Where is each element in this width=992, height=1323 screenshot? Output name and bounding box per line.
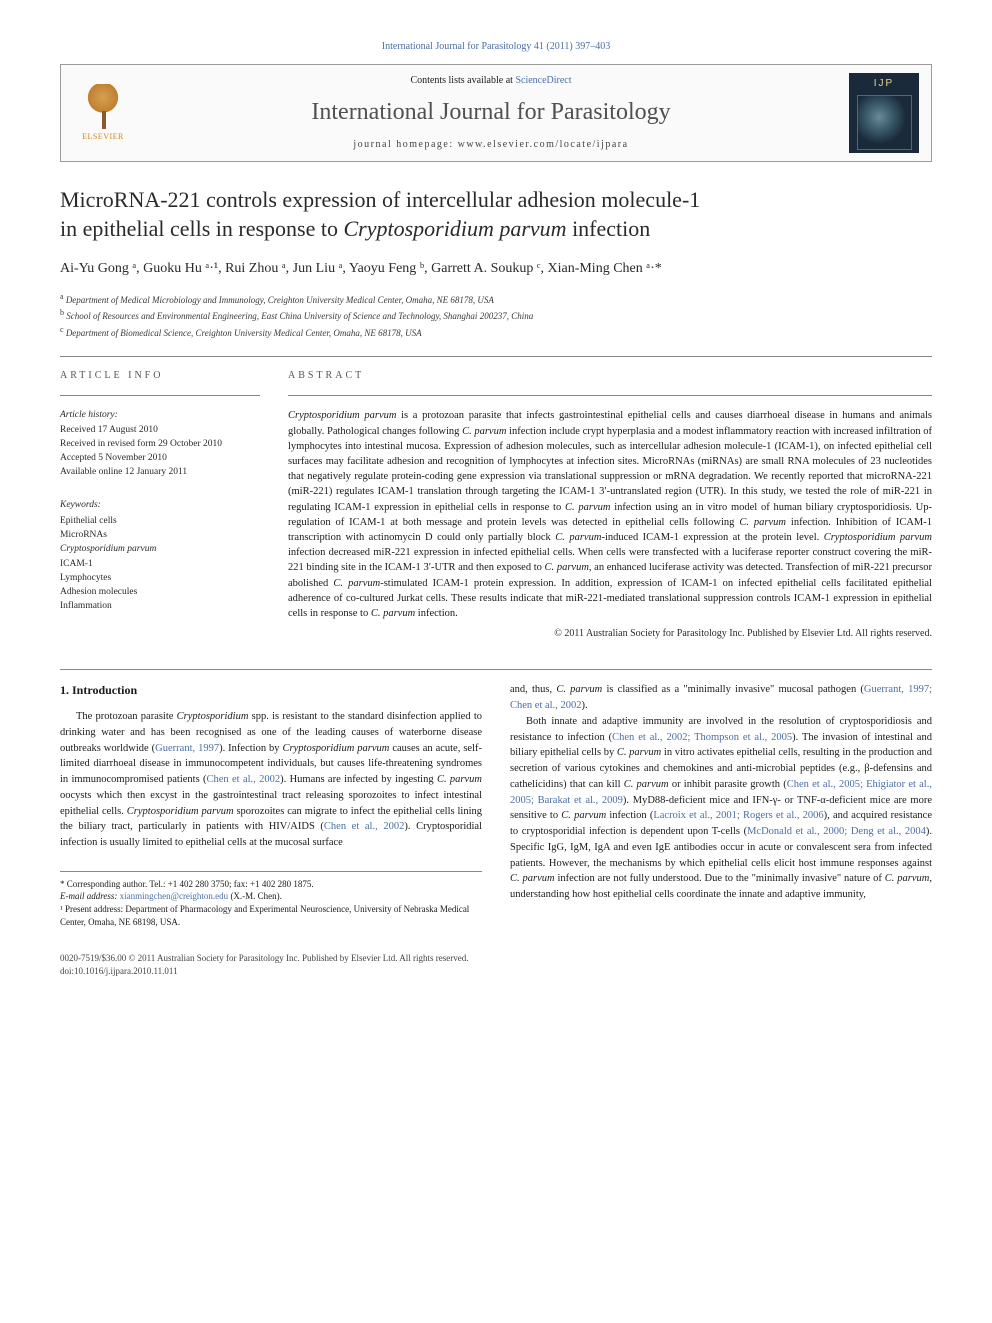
title-line2-italic: Cryptosporidium parvum bbox=[344, 216, 567, 241]
keywords: Keywords: Epithelial cellsMicroRNAsCrypt… bbox=[60, 498, 260, 614]
intro-heading: 1. Introduction bbox=[60, 682, 482, 699]
intro-para2b: Both innate and adaptive immunity are in… bbox=[510, 714, 932, 903]
title-line2-post: infection bbox=[567, 216, 651, 241]
intro-para2a: and, thus, C. parvum is classified as a … bbox=[510, 682, 932, 714]
ijp-label: IJP bbox=[874, 73, 894, 91]
doi-line: doi:10.1016/j.ijpara.2010.11.011 bbox=[60, 965, 932, 978]
keywords-label: Keywords: bbox=[60, 498, 260, 512]
abstract-copyright: © 2011 Australian Society for Parasitolo… bbox=[288, 627, 932, 641]
info-divider bbox=[60, 395, 260, 396]
present-address-footnote: ¹ Present address: Department of Pharmac… bbox=[60, 903, 482, 928]
elsevier-logo: ELSEVIER bbox=[73, 78, 133, 148]
intro-para1: The protozoan parasite Cryptosporidium s… bbox=[60, 709, 482, 851]
elsevier-label: ELSEVIER bbox=[82, 131, 124, 142]
article-history: Article history: Received 17 August 2010… bbox=[60, 408, 260, 479]
ijp-cover-logo: IJP bbox=[849, 73, 919, 153]
article-title: MicroRNA-221 controls expression of inte… bbox=[60, 186, 932, 243]
history-label: Article history: bbox=[60, 410, 118, 420]
abstract-label: ABSTRACT bbox=[288, 369, 932, 383]
divider bbox=[60, 356, 932, 357]
journal-homepage: journal homepage: www.elsevier.com/locat… bbox=[133, 138, 849, 152]
ijp-cover-image bbox=[857, 95, 912, 150]
abstract-divider bbox=[288, 395, 932, 396]
footnotes: * Corresponding author. Tel.: +1 402 280… bbox=[60, 871, 482, 928]
email-suffix: (X.-M. Chen). bbox=[228, 891, 282, 901]
article-info-label: ARTICLE INFO bbox=[60, 369, 260, 383]
journal-name: International Journal for Parasitology bbox=[133, 96, 849, 130]
page-footer: 0020-7519/$36.00 © 2011 Australian Socie… bbox=[60, 952, 932, 977]
journal-header: ELSEVIER Contents lists available at Sci… bbox=[60, 64, 932, 162]
email-link[interactable]: xianmingchen@creighton.edu bbox=[120, 891, 229, 901]
corr-author-footnote: * Corresponding author. Tel.: +1 402 280… bbox=[60, 878, 482, 891]
title-line1: MicroRNA-221 controls expression of inte… bbox=[60, 187, 700, 212]
contents-prefix: Contents lists available at bbox=[410, 75, 515, 86]
body-divider bbox=[60, 669, 932, 670]
abstract-text: Cryptosporidium parvum is a protozoan pa… bbox=[288, 408, 932, 621]
elsevier-tree-icon bbox=[83, 84, 123, 129]
title-line2-pre: in epithelial cells in response to bbox=[60, 216, 344, 241]
email-label: E-mail address: bbox=[60, 891, 120, 901]
authors: Ai-Yu Gong ᵃ, Guoku Hu ᵃ·¹, Rui Zhou ᵃ, … bbox=[60, 259, 932, 279]
contents-line: Contents lists available at ScienceDirec… bbox=[133, 74, 849, 88]
affiliations: a Department of Medical Microbiology and… bbox=[60, 291, 932, 341]
journal-citation[interactable]: International Journal for Parasitology 4… bbox=[60, 40, 932, 54]
sciencedirect-link[interactable]: ScienceDirect bbox=[515, 75, 571, 86]
issn-line: 0020-7519/$36.00 © 2011 Australian Socie… bbox=[60, 952, 932, 965]
email-footnote: E-mail address: xianmingchen@creighton.e… bbox=[60, 890, 482, 903]
